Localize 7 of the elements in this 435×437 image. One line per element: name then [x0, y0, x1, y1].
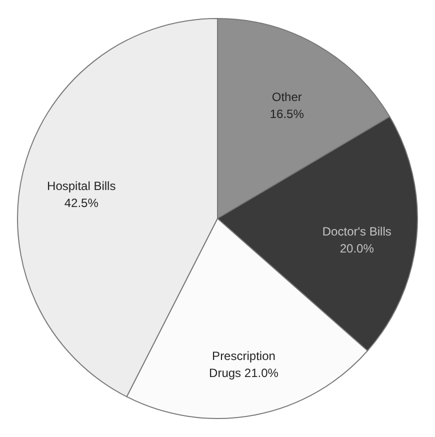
- data-label: 42.5%: [64, 196, 99, 210]
- slice-label: Doctor's Bills: [322, 224, 392, 239]
- data-label: 16.5%: [270, 106, 304, 121]
- slice-label: Hospital Bills: [47, 178, 116, 193]
- slice-label: Prescription Drugs 21.0%: [209, 349, 279, 380]
- slice-label: Other: [272, 90, 302, 104]
- data-label: 20.0%: [340, 242, 374, 256]
